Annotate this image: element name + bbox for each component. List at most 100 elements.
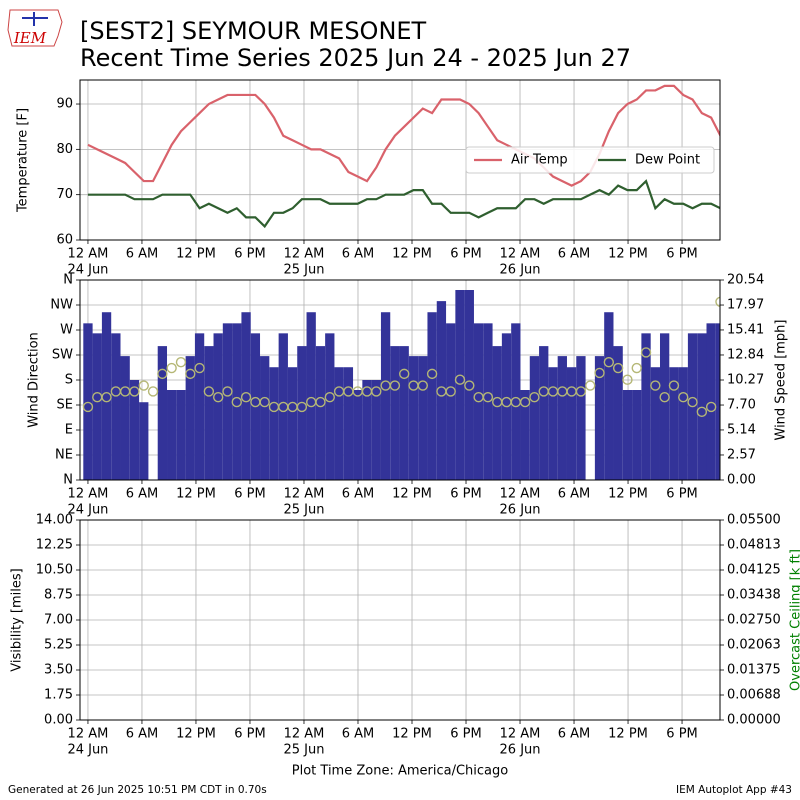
x-tick-label: 6 PM [234, 247, 265, 262]
y-axis-label: Wind Direction [27, 332, 42, 428]
y-tick-label: 90 [56, 97, 73, 112]
y2-tick-label: 7.70 [727, 398, 756, 413]
bar [139, 402, 149, 480]
x-tick-label: 12 PM [176, 727, 216, 742]
bar [576, 356, 586, 480]
point [203, 386, 215, 397]
y2-tick-label: 0.00 [727, 473, 756, 488]
point [175, 356, 187, 368]
point [82, 401, 94, 413]
bar [278, 333, 288, 480]
y-tick-label: SW [52, 348, 73, 363]
x-tick-label: 6 AM [342, 727, 375, 742]
y-tick-label: E [65, 423, 73, 438]
x-tick-label: 12 PM [392, 727, 432, 742]
bar [706, 323, 716, 480]
bar [641, 333, 651, 480]
x-tick-label: 6 AM [126, 727, 159, 742]
footer-left: Generated at 26 Jun 2025 10:51 PM CDT in… [8, 784, 267, 796]
point [603, 356, 615, 368]
bar [418, 356, 428, 480]
line-series [87, 84, 720, 187]
bar [315, 346, 326, 480]
point [622, 374, 633, 385]
legend-label: Dew Point [635, 153, 700, 168]
point [668, 380, 680, 391]
y-tick-label: 60 [56, 233, 73, 248]
x-tick-label: 12 PM [608, 247, 648, 262]
bar [334, 367, 344, 480]
x-tick-label: 12 AM [68, 247, 109, 262]
x-tick-label: 6 AM [558, 727, 591, 742]
x-tick-label: 12 AM [68, 487, 109, 502]
x-tick-label: 6 AM [558, 487, 591, 502]
x-tick-label: 6 PM [234, 727, 265, 742]
y2-tick-label: 0.04813 [727, 538, 781, 553]
bar [492, 346, 502, 480]
point [529, 392, 540, 403]
point [659, 392, 670, 403]
y-tick-label: 5.25 [44, 638, 73, 653]
bar [678, 367, 688, 480]
bar [529, 356, 540, 480]
bar [427, 312, 437, 480]
y-tick-label: 10.50 [36, 563, 73, 578]
x-tick-label: 6 PM [234, 487, 265, 502]
y-tick-label: 7.00 [44, 613, 73, 628]
x-tick-label: 6 AM [126, 247, 159, 262]
bar [380, 312, 391, 480]
y2-tick-label: 2.57 [727, 447, 756, 462]
bar [632, 390, 642, 480]
point [389, 380, 401, 391]
point [650, 380, 661, 391]
x-tick-label: 26 Jun [500, 263, 541, 278]
title: [SEST2] SEYMOUR MESONET [80, 17, 427, 45]
bar [566, 367, 577, 480]
point [640, 347, 652, 358]
bar [269, 367, 279, 480]
bar [353, 390, 363, 480]
bar [185, 356, 195, 480]
bar [604, 312, 614, 480]
point [585, 380, 596, 391]
point [696, 406, 708, 418]
bar [222, 323, 233, 480]
x-axis-label: Plot Time Zone: America/Chicago [292, 764, 508, 779]
point [101, 392, 112, 403]
y2-tick-label: 0.01375 [727, 663, 781, 678]
bar [659, 333, 670, 480]
bar [613, 346, 623, 480]
point [147, 386, 159, 397]
axes-frame [79, 79, 721, 241]
bar [669, 367, 679, 480]
bar [129, 380, 140, 480]
x-tick-label: 12 PM [608, 487, 648, 502]
bar [408, 356, 419, 480]
x-tick-label: 26 Jun [500, 743, 541, 758]
subtitle: Recent Time Series 2025 Jun 24 - 2025 Ju… [80, 44, 631, 72]
x-tick-label: 6 PM [450, 487, 481, 502]
plot-area [82, 290, 720, 480]
bar [650, 367, 660, 480]
point [240, 392, 252, 403]
bar [111, 333, 121, 480]
y-tick-label: 12.25 [36, 538, 73, 553]
bar [92, 333, 102, 480]
point [464, 380, 475, 391]
point [212, 392, 224, 403]
y-tick-label: 3.50 [44, 663, 73, 678]
logo-outline [7, 9, 63, 47]
point [129, 386, 140, 397]
bar [194, 333, 205, 480]
bar [371, 380, 381, 480]
point [631, 362, 642, 374]
x-tick-label: 6 PM [666, 727, 697, 742]
logo: IEM [7, 9, 63, 47]
point [519, 396, 531, 408]
point [687, 396, 698, 408]
bar [520, 390, 530, 480]
x-tick-label: 6 AM [342, 247, 375, 262]
point [157, 368, 168, 380]
